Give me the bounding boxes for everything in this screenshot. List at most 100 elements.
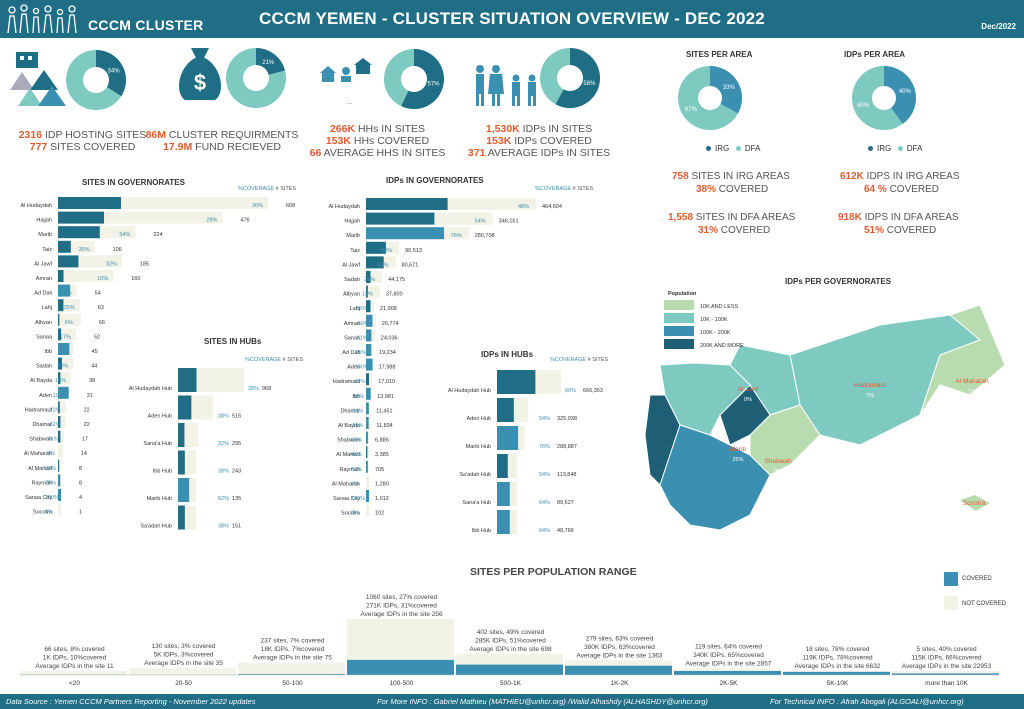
bar-category-label: Shabwah — [337, 438, 360, 444]
bar-not-covered — [58, 270, 114, 282]
map-legend-label: 10K - 100K — [700, 317, 728, 323]
bar-value-label: 476 — [240, 218, 249, 224]
pop-note: Average IDPs in the site 1363 — [577, 652, 663, 659]
bar-coverage-label: 64% — [539, 500, 550, 506]
pop-note: 5 sites, 40% covered — [916, 646, 977, 653]
sites-dfa-stat: 1,558 SITES IN DFA AREAS 31% COVERED — [668, 212, 796, 236]
pop-category-label: 2K-5K — [719, 680, 738, 687]
bar-value-label: 66 — [99, 320, 105, 326]
bar-coverage-label: 61% — [357, 335, 368, 341]
bar-coverage-label: 100% — [355, 365, 369, 371]
pop-category-label: <20 — [69, 680, 80, 687]
bar-value-label: 13,981 — [377, 394, 394, 400]
bar-covered — [366, 358, 373, 371]
map-legend-swatch — [664, 313, 694, 323]
bar-coverage-label: 54% — [475, 219, 486, 225]
idps_pie-hole — [872, 86, 896, 110]
idps_pie-irg-label: 40% — [899, 89, 912, 95]
bar-category-label: Sadah — [344, 277, 360, 283]
bar-category-label: Aden Hub — [148, 414, 172, 420]
bar-value-label: 44,175 — [388, 277, 405, 283]
map-label-shabwah: Shabwah — [764, 458, 791, 465]
bar-covered — [58, 270, 64, 282]
map-legend-swatch — [664, 326, 694, 336]
money-bag-icon: $ — [179, 48, 221, 100]
bar-covered — [58, 255, 79, 268]
bar-value-label: 106 — [113, 247, 122, 253]
pop-note: Average IDPs in the site 2857 — [686, 661, 772, 668]
pop-note: 340K IDPs, 65%covered — [693, 652, 764, 659]
bar-covered — [58, 328, 62, 341]
bar-category-label: Al Jawf — [34, 261, 52, 267]
kpi-idps: 1,530K IDPs IN SITES 153K IDPs COVERED 3… — [467, 123, 611, 159]
idps-per-area-title: IDPs PER AREA — [844, 50, 906, 59]
bar-coverage-label: 48% — [354, 379, 365, 385]
bar-coverage-label: 65% — [61, 291, 72, 297]
bar-covered — [178, 423, 185, 447]
map-pct-marib: 26% — [732, 457, 743, 463]
bar-value-label: 160 — [131, 276, 140, 282]
bar-covered — [497, 482, 510, 506]
header-bar: CCCM CLUSTER CCCM YEMEN - CLUSTER SITUAT… — [0, 0, 1024, 38]
sites-gov-title: SITES IN GOVERNORATES — [82, 178, 185, 187]
bar-value-label: 135 — [232, 496, 241, 502]
kpi-funding: 86M CLUSTER REQUIRMENTS 17.9M FUND RECIE… — [145, 129, 299, 153]
idp-family-icon — [476, 65, 536, 106]
pop-note: Average IDPs in the site 698 — [469, 646, 552, 653]
bar-coverage-label: 64% — [539, 528, 550, 534]
bar-category-label: Hajjah — [36, 218, 52, 224]
pop-bar-covered — [456, 664, 563, 675]
bar-chart-1: Al Hudaydah 48% 464,604 Hajjah 54% 346,161 Mar… — [329, 198, 562, 517]
bar-coverage-label: 54% — [539, 416, 550, 422]
bar-covered — [366, 446, 368, 459]
map-pct-hadramaut: 7% — [866, 393, 874, 399]
households-icon: ... — [320, 58, 372, 106]
report-date: Dec/2022 — [981, 22, 1016, 31]
population-range-chart: <20 66 sites, 8% covered 1K IDPs, 10%cover… — [20, 594, 1001, 687]
bar-value-label: 26,774 — [382, 321, 399, 327]
idps-area-legend: IRG DFA — [868, 144, 922, 153]
bar-value-label: 280,708 — [475, 233, 495, 239]
pop-bar-total — [129, 668, 236, 675]
bar-chart-3: Al Hudaydah Hub 60% 666,353 Aden Hub 54% 325,… — [448, 370, 603, 534]
donut-sites-hole — [83, 67, 109, 93]
pop-bar-covered — [674, 670, 781, 675]
pop-note: Average IDPs in the site 11 — [35, 663, 114, 670]
bar-covered — [58, 357, 62, 370]
bar-coverage-label: 66% — [358, 321, 369, 327]
bar-value-label: 8 — [79, 480, 82, 486]
bar-coverage-label: 100% — [351, 496, 365, 502]
bar-value-label: 45 — [92, 349, 98, 355]
bar-value-label: 80,671 — [402, 262, 419, 268]
bar-category-label: Ad Dali — [34, 291, 52, 297]
sites-hub-title: SITES IN HUBs — [204, 337, 262, 346]
bar-coverage-label: 48% — [518, 204, 529, 210]
bar-coverage-label: 17% — [60, 334, 71, 340]
bar-value-label: 52 — [94, 334, 100, 340]
bar-covered — [58, 459, 60, 472]
bar-category-label: Sana'a Hub — [462, 500, 491, 506]
pop-note: 1K IDPs, 10%covered — [43, 655, 107, 662]
bar-coverage-label: 26% — [57, 364, 68, 370]
bar-value-label: 17,010 — [378, 379, 395, 385]
bar-category-label: Shabwah — [29, 437, 52, 443]
bar-coverage-label: 61% — [352, 423, 363, 429]
bar-category-label: Sanaa City — [333, 496, 360, 502]
idps-hub-legend: %COVERAGE # SITES — [550, 357, 609, 363]
pop-note: 119K IDPs, 78%covered — [802, 655, 873, 662]
bar-value-label: 4 — [79, 495, 82, 501]
idps-irg-stat: 612K IDPS IN IRG AREAS 64 % COVERED — [840, 171, 960, 195]
sites-area-legend: IRG DFA — [706, 144, 760, 153]
bar-coverage-label: 54% — [539, 472, 550, 478]
pop-range-title: SITES PER POPULATION RANGE — [470, 566, 637, 578]
pop-note: 5K IDPs, 3%covered — [154, 652, 214, 659]
bar-covered — [58, 211, 105, 224]
bar-value-label: 515 — [232, 414, 241, 420]
bar-value-label: 243 — [232, 469, 241, 475]
bar-covered — [366, 344, 372, 356]
bar-category-label: Marib — [38, 232, 52, 238]
bar-covered — [178, 395, 192, 420]
pop-note: 18 sites, 78% covered — [806, 646, 870, 653]
footer-bar: Data Source : Yemen CCCM Partners Report… — [0, 694, 1024, 709]
